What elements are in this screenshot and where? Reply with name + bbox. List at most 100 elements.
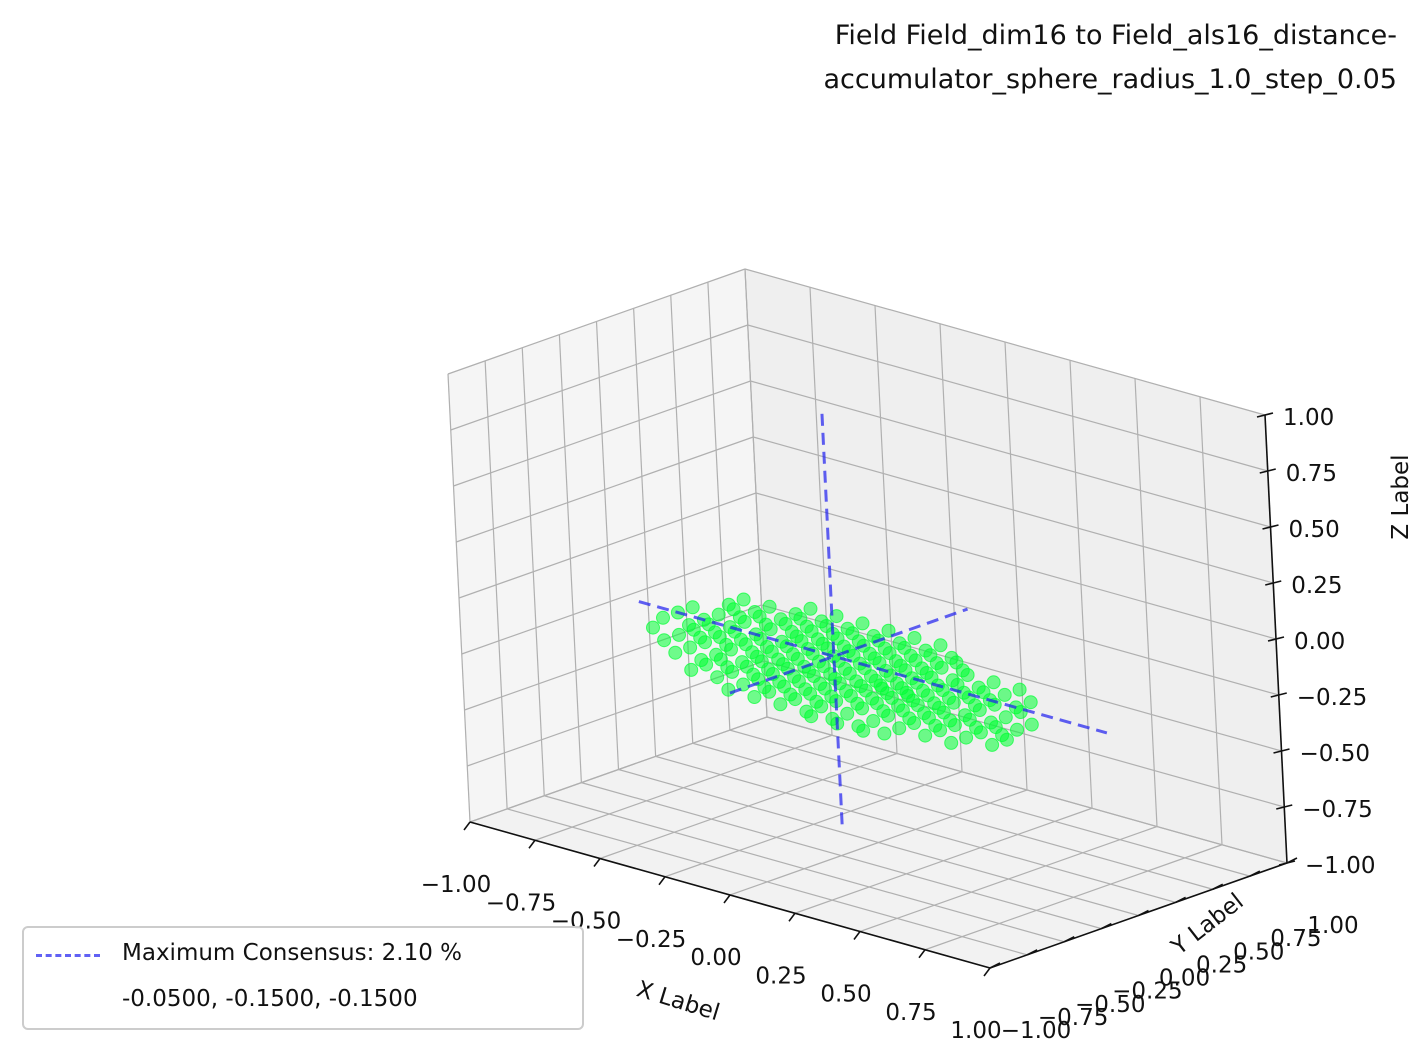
data-point [864, 669, 878, 684]
x-tick-label: −0.75 [486, 890, 556, 916]
data-point [757, 680, 772, 695]
data-point [657, 633, 672, 648]
data-point [840, 621, 855, 636]
z-tick-label: −1.00 [1305, 853, 1375, 879]
data-point [851, 719, 866, 734]
data-point [784, 624, 799, 639]
y-tick-label: 0.25 [1196, 952, 1247, 978]
x-tick [658, 876, 666, 886]
data-point [746, 667, 761, 682]
data-point [1024, 717, 1039, 732]
data-point [760, 640, 774, 654]
data-point [888, 654, 903, 669]
data-point [809, 694, 824, 709]
y-tick [1212, 883, 1224, 890]
data-point [865, 691, 880, 706]
data-point [720, 660, 735, 675]
data-point [943, 713, 958, 728]
y-tick [1249, 870, 1261, 877]
data-point [986, 675, 1001, 690]
y-tick-label: 0.50 [1233, 939, 1284, 965]
y-tick-label: −0.25 [1112, 979, 1182, 1005]
grid-line [692, 742, 1213, 890]
data-point [646, 620, 660, 635]
data-point [783, 687, 798, 702]
data-point [971, 680, 986, 695]
data-point [812, 654, 826, 669]
data-point [682, 618, 696, 633]
data-point [944, 650, 959, 665]
data-point [945, 673, 960, 688]
z-tick [1270, 692, 1287, 698]
data-point [929, 656, 944, 671]
data-point [997, 687, 1012, 702]
z-tick-label: −0.25 [1297, 685, 1367, 711]
legend-label-consensus: Maximum Consensus: 2.10 % [122, 940, 463, 966]
y-tick-label: −0.50 [1075, 992, 1145, 1018]
data-point [709, 647, 724, 662]
grid-line [458, 492, 757, 599]
x-tick-label: 0.25 [755, 963, 806, 989]
data-point [656, 610, 670, 625]
data-point [866, 714, 881, 728]
data-point [1012, 682, 1027, 697]
data-point [694, 653, 709, 667]
x-tick-label: −1.00 [421, 872, 491, 898]
grid-line [447, 268, 746, 375]
data-point [799, 704, 814, 719]
data-point [772, 674, 787, 689]
data-point [944, 735, 959, 750]
data-point [734, 632, 748, 647]
grid-line [1134, 378, 1158, 827]
y-tick [1286, 857, 1298, 864]
data-point [773, 612, 788, 627]
data-point [840, 706, 855, 721]
data-point [761, 662, 776, 677]
data-point [959, 730, 974, 745]
grid-line [456, 436, 754, 543]
z-axis-label: Z Label [1388, 454, 1414, 539]
x-tick [853, 931, 861, 940]
data-point [985, 737, 1000, 752]
y-tick-label: 1.00 [1307, 913, 1358, 939]
z-tick [1265, 580, 1282, 586]
data-point [786, 647, 800, 662]
y-tick [1101, 922, 1112, 930]
data-point [928, 718, 943, 733]
data-point [875, 681, 890, 696]
consensus-line-y [729, 607, 969, 695]
grid-line [859, 825, 1158, 933]
data-point [732, 610, 747, 625]
y-tick-label: −0.75 [1038, 1005, 1108, 1031]
chart-title-line-1: Field Field_dim16 to Field_als16_distanc… [834, 20, 1397, 51]
y-tick [1026, 949, 1038, 956]
x-tick [983, 967, 991, 977]
data-point [798, 682, 813, 697]
data-point [711, 607, 726, 622]
z-tick [1273, 748, 1290, 754]
data-point [773, 697, 788, 712]
grid-line [633, 308, 657, 757]
data-point [850, 696, 865, 711]
data-point [958, 708, 972, 723]
data-point [998, 710, 1013, 725]
data-point [1010, 722, 1024, 737]
data-point [747, 690, 762, 704]
data-point [683, 640, 698, 655]
data-point [774, 634, 789, 649]
data-point [719, 637, 734, 652]
data-point [904, 671, 919, 686]
grid-line [1199, 396, 1223, 845]
data-point [914, 661, 929, 676]
grid-line [655, 755, 1176, 903]
x-tick [788, 912, 796, 922]
data-point [877, 641, 892, 656]
data-point [903, 648, 918, 663]
data-point [721, 597, 736, 612]
data-point [721, 682, 736, 697]
y-tick [1138, 909, 1149, 917]
grid-line [794, 807, 1093, 914]
x-tick-label: 0.00 [690, 945, 741, 971]
grid-line [729, 729, 1251, 877]
